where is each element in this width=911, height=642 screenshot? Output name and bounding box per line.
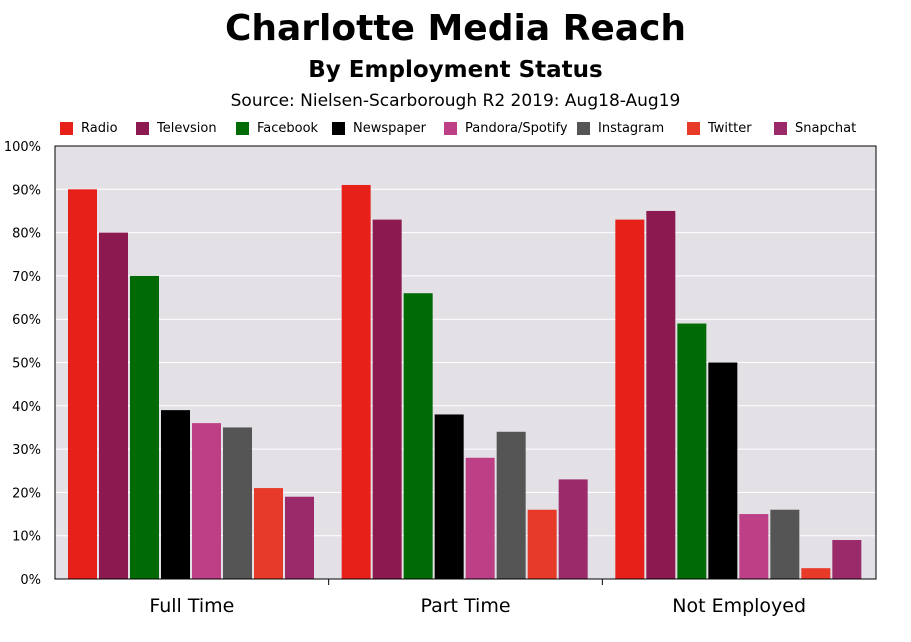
- chart-subtitle: By Employment Status: [308, 57, 603, 83]
- legend-label: Snapchat: [795, 121, 857, 136]
- bar-radio-2: [615, 219, 645, 580]
- y-tick-label: 80%: [12, 227, 41, 242]
- y-tick-label: 20%: [12, 486, 41, 501]
- legend-label: Facebook: [257, 121, 319, 136]
- y-tick-label: 50%: [12, 357, 41, 372]
- x-category-label: Not Employed: [672, 595, 806, 617]
- y-tick-label: 60%: [12, 313, 41, 328]
- plot-border: [54, 145, 877, 580]
- y-tick-label: 100%: [4, 140, 41, 155]
- bar-pandora-spotify-2: [739, 514, 769, 579]
- bar-newspaper-1: [434, 414, 464, 579]
- bar-facebook-2: [677, 323, 707, 579]
- y-tick-label: 0%: [20, 573, 41, 588]
- bar-radio-0: [68, 189, 97, 580]
- bar-instagram-0: [223, 427, 252, 579]
- y-tick-label: 90%: [12, 183, 41, 198]
- bar-twitter-1: [527, 509, 557, 579]
- bar-twitter-0: [254, 488, 283, 579]
- bar-newspaper-0: [161, 410, 190, 579]
- chart-source: Source: Nielsen-Scarborough R2 2019: Aug…: [230, 91, 681, 111]
- bar-instagram-2: [770, 509, 800, 579]
- y-tick-label: 10%: [12, 530, 41, 545]
- legend-swatch: [236, 122, 249, 135]
- legend-label: Pandora/Spotify: [465, 121, 568, 136]
- legend-swatch: [774, 122, 787, 135]
- legend-label: Televsion: [157, 121, 217, 136]
- bar-televsion-1: [372, 219, 402, 580]
- legend-label: Radio: [81, 121, 118, 136]
- legend-swatch: [136, 122, 149, 135]
- bar-radio-1: [341, 184, 371, 579]
- legend-swatch: [687, 122, 700, 135]
- y-tick-label: 30%: [12, 443, 41, 458]
- bar-pandora-spotify-0: [192, 423, 221, 579]
- bar-snapchat-1: [558, 479, 588, 579]
- bar-instagram-1: [496, 431, 526, 579]
- bar-televsion-0: [99, 232, 128, 579]
- legend-label: Instagram: [598, 121, 665, 136]
- legend-label: Newspaper: [353, 121, 426, 136]
- bar-televsion-2: [646, 210, 676, 579]
- legend-swatch: [444, 122, 457, 135]
- bar-facebook-0: [130, 275, 159, 579]
- x-category-label: Part Time: [420, 595, 510, 617]
- y-tick-label: 70%: [12, 270, 41, 285]
- legend-swatch: [577, 122, 590, 135]
- bar-snapchat-2: [832, 540, 862, 579]
- x-category-label: Full Time: [149, 595, 234, 617]
- y-tick-label: 40%: [12, 400, 41, 415]
- bar-pandora-spotify-1: [465, 457, 495, 579]
- legend-swatch: [60, 122, 73, 135]
- legend-swatch: [332, 122, 345, 135]
- bar-snapchat-0: [285, 496, 314, 579]
- bar-facebook-1: [403, 293, 433, 579]
- chart-title: Charlotte Media Reach: [224, 8, 687, 49]
- legend-label: Twitter: [708, 121, 752, 136]
- bar-newspaper-2: [708, 362, 738, 579]
- bar-twitter-2: [801, 568, 831, 579]
